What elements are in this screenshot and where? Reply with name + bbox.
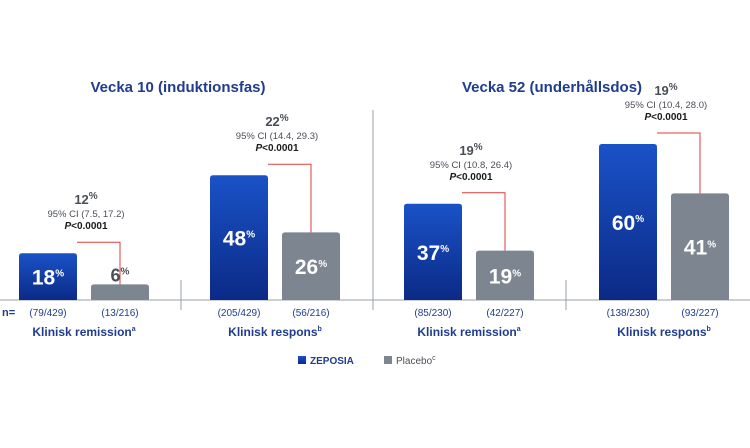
n-count-zeposia: (79/429) [29, 308, 66, 319]
difference-bracket [657, 132, 701, 194]
n-prefix-label: n= [2, 307, 15, 319]
difference-value: 19% [459, 142, 482, 158]
bar-value-label-placebo: 26% [295, 256, 327, 279]
category-label: Klinisk responsb [617, 325, 711, 339]
bar-placebo [282, 232, 340, 300]
p-value: P<0.0001 [644, 112, 688, 123]
bar-value-label-placebo: 6% [111, 265, 130, 285]
difference-bracket [77, 241, 121, 285]
bar-value-label-placebo: 19% [489, 265, 521, 288]
difference-value: 12% [74, 191, 97, 207]
category-label: Klinisk remissiona [417, 325, 520, 339]
bar-zeposia [19, 253, 77, 300]
legend-label-zeposia: ZEPOSIA [310, 356, 354, 367]
legend-label-placebo: Placeboc [396, 355, 436, 367]
bar-zeposia [404, 203, 462, 300]
bar-zeposia [210, 175, 268, 300]
n-count-placebo: (42/227) [486, 308, 523, 319]
n-count-zeposia: (205/429) [218, 308, 261, 319]
labels-layer: n= Vecka 10 (induktionsfas) 18% 6% 12% 95% CI… [2, 79, 719, 367]
bar-value-label-zeposia: 48% [223, 228, 255, 251]
panel-title: Vecka 52 (underhållsdos) [462, 79, 642, 96]
confidence-interval: 95% CI (10.8, 26.4) [430, 160, 512, 171]
confidence-interval: 95% CI (14.4, 29.3) [236, 131, 318, 142]
p-value: P<0.0001 [449, 172, 493, 183]
difference-bracket [462, 192, 506, 251]
n-count-zeposia: (138/230) [607, 308, 650, 319]
bar-placebo [476, 250, 534, 300]
n-count-placebo: (93/227) [681, 308, 718, 319]
category-label: Klinisk remissiona [32, 325, 135, 339]
bars-layer [19, 132, 729, 300]
bar-value-label-zeposia: 18% [32, 267, 64, 290]
bar-placebo [91, 284, 149, 300]
confidence-interval: 95% CI (7.5, 17.2) [47, 209, 124, 220]
n-count-zeposia: (85/230) [414, 308, 451, 319]
legend-swatch-placebo [384, 356, 392, 364]
difference-value: 19% [654, 82, 677, 98]
category-label: Klinisk responsb [228, 325, 322, 339]
n-count-placebo: (13/216) [101, 308, 138, 319]
p-value: P<0.0001 [255, 143, 299, 154]
panel-title: Vecka 10 (induktionsfas) [90, 79, 265, 96]
legend: ZEPOSIA Placeboc [298, 355, 436, 367]
bar-value-label-zeposia: 37% [417, 242, 449, 265]
bar-value-label-placebo: 41% [684, 237, 716, 260]
bar-zeposia [599, 144, 657, 300]
bar-value-label-zeposia: 60% [612, 212, 644, 235]
difference-value: 22% [265, 113, 288, 129]
difference-bracket [268, 163, 312, 233]
legend-swatch-zeposia [298, 356, 306, 364]
p-value: P<0.0001 [64, 221, 108, 232]
bar-placebo [671, 193, 729, 300]
n-count-placebo: (56/216) [292, 308, 329, 319]
confidence-interval: 95% CI (10.4, 28.0) [625, 100, 707, 111]
